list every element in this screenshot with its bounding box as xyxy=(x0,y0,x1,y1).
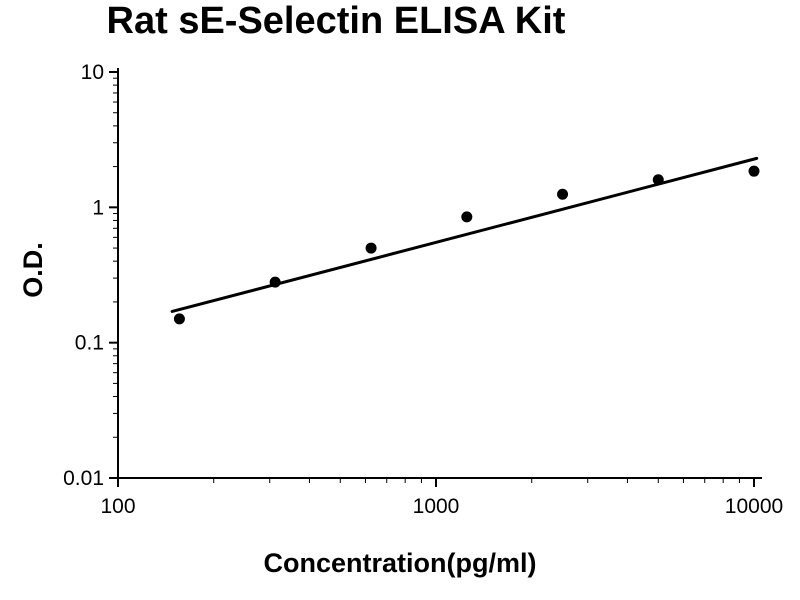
y-tick-label: 0.1 xyxy=(75,332,104,355)
data-point xyxy=(748,165,760,177)
y-tick-label: 1 xyxy=(92,196,104,219)
data-point xyxy=(461,211,473,223)
data-point xyxy=(652,174,664,186)
data-point xyxy=(557,188,569,200)
chart-title: Rat sE-Selectin ELISA Kit xyxy=(106,0,566,42)
x-axis-label: Concentration(pg/ml) xyxy=(263,548,537,578)
y-tick-label: 0.01 xyxy=(63,467,104,490)
x-tick-label: 1000 xyxy=(413,495,460,518)
y-tick-label: 10 xyxy=(81,61,104,84)
data-point xyxy=(365,242,377,254)
x-tick-label: 10000 xyxy=(725,495,783,518)
trend-line xyxy=(170,156,759,313)
data-point xyxy=(269,276,281,288)
x-tick-label: 100 xyxy=(100,495,135,518)
data-point xyxy=(173,313,185,325)
